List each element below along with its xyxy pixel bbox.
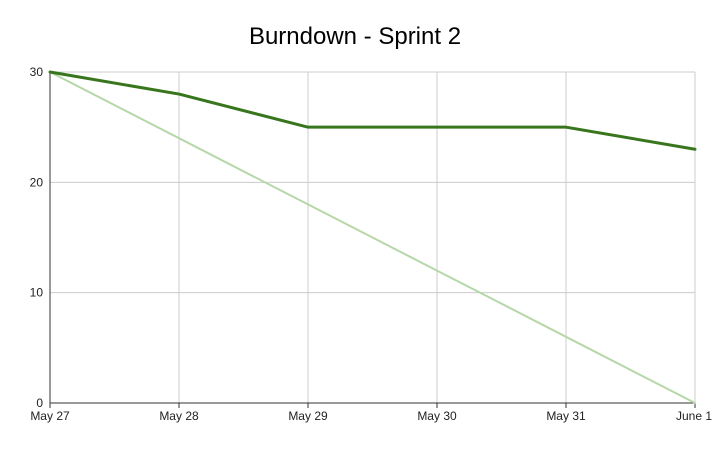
chart-title: Burndown - Sprint 2 bbox=[249, 23, 461, 50]
y-tick-label: 20 bbox=[30, 175, 44, 189]
y-tick-label: 10 bbox=[30, 286, 44, 300]
actual-burndown-line bbox=[48, 70, 697, 151]
x-tick-label: May 29 bbox=[288, 409, 328, 423]
series-layer bbox=[48, 70, 697, 404]
x-tick-label: May 27 bbox=[30, 409, 70, 423]
ideal-burndown-line bbox=[49, 71, 696, 404]
x-tick-label: May 28 bbox=[159, 409, 199, 423]
y-tick-label: 0 bbox=[36, 396, 43, 410]
y-tick-label: 30 bbox=[30, 65, 44, 79]
x-tick-label: May 31 bbox=[546, 409, 586, 423]
axes bbox=[49, 72, 696, 408]
x-tick-label: May 30 bbox=[417, 409, 457, 423]
tick-labels: 0 10 20 30 May 27 May 28 May 29 May 30 May 31 Jun… bbox=[30, 65, 713, 423]
x-tick-label: June 1 bbox=[676, 409, 712, 423]
